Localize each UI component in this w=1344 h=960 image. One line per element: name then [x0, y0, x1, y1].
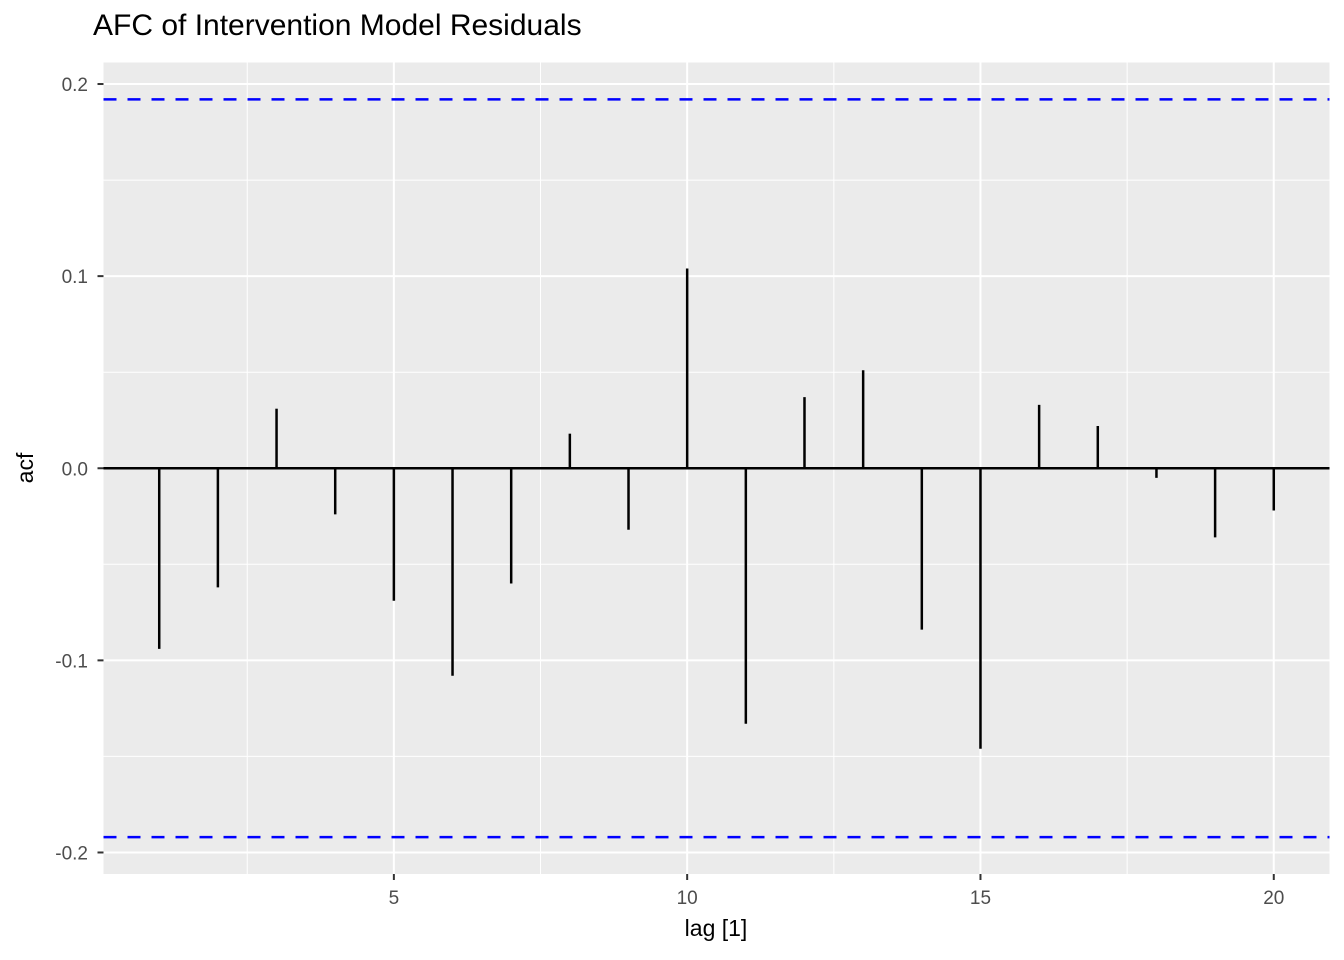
- y-axis-title: acf: [12, 452, 38, 483]
- y-tick-label: -0.2: [55, 843, 88, 864]
- y-tick-label: 0.0: [62, 459, 88, 480]
- axis-tick-marks: [97, 83, 1275, 880]
- x-tick-label: 10: [677, 888, 698, 909]
- axis-tick-labels: -0.2 -0.1 0.0 0.1 0.2 5 10 15 20: [55, 75, 1284, 909]
- y-tick-label: -0.1: [55, 651, 88, 672]
- acf-stems: [157, 268, 1276, 749]
- x-tick-label: 15: [970, 888, 991, 909]
- x-tick-label: 20: [1263, 888, 1284, 909]
- y-tick-label: 0.2: [62, 75, 88, 96]
- confidence-limit-lines: [103, 98, 1330, 839]
- plot-title: AFC of Intervention Model Residuals: [93, 9, 582, 42]
- x-tick-label: 5: [389, 888, 400, 909]
- x-axis-title: lag [1]: [685, 915, 748, 941]
- y-tick-label: 0.1: [62, 267, 88, 288]
